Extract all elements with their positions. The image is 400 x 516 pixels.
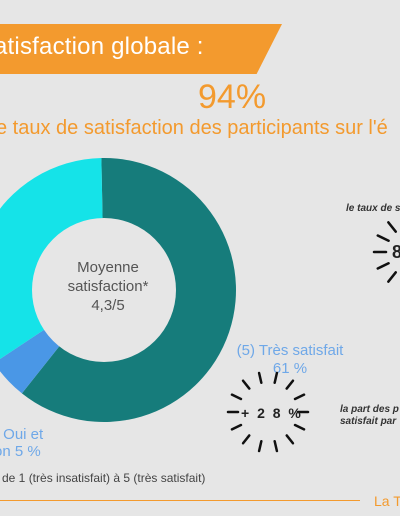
title-banner	[0, 24, 282, 74]
burst-bottom-ray	[241, 379, 251, 390]
burst-top-ray	[387, 271, 398, 283]
segment-label-oui-line-2: on 5 %	[0, 443, 41, 460]
burst-top-icon	[372, 221, 398, 283]
burst-bottom-ray	[257, 371, 263, 385]
burst-bottom-ray	[285, 434, 295, 445]
segment-label-oui-line-1: ) Oui et	[0, 426, 44, 443]
center-label-line-1: Moyenne	[77, 259, 139, 276]
headline-subtitle: e taux de satisfaction des participants …	[0, 117, 388, 139]
right-note-bottom-1: la part des p	[340, 404, 399, 415]
burst-top-ray	[387, 221, 398, 233]
right-note-bottom-2: satisfait par	[340, 416, 397, 427]
burst-bottom-ray	[230, 423, 243, 431]
center-label-line-3: 4,3/5	[91, 297, 125, 314]
burst-bottom-ray	[273, 371, 279, 385]
segment-label-tres-satisfait: (5) Très satisfait 61 %	[220, 342, 360, 378]
right-stat-bottom: + 2 8 %	[241, 405, 303, 421]
burst-bottom-ray	[241, 434, 251, 445]
footer-divider	[0, 500, 360, 501]
footer-text: La T	[374, 493, 400, 509]
burst-top-ray	[376, 262, 390, 270]
burst-bottom-ray	[285, 379, 295, 390]
headline-percent: 94%	[198, 78, 267, 116]
center-label-line-2: satisfaction*	[67, 278, 149, 295]
banner-title: atisfaction globale :	[0, 33, 204, 60]
burst-bottom-icon	[226, 371, 310, 453]
burst-top-ray	[376, 234, 390, 242]
burst-bottom-ray	[293, 423, 306, 431]
burst-bottom-ray	[273, 439, 279, 453]
donut-center-label: Moyenne satisfaction* 4,3/5	[38, 258, 178, 315]
burst-bottom-ray	[293, 393, 306, 401]
scale-footnote: de 1 (très insatisfait) à 5 (très satisf…	[2, 471, 206, 485]
burst-bottom-ray	[257, 439, 263, 453]
segment-label-oui: ) Oui et on 5 %	[0, 426, 43, 460]
donut-hole	[32, 218, 176, 362]
right-note-top: le taux de s	[346, 203, 400, 214]
segment-label-tres-satisfait-name: (5) Très satisfait	[236, 342, 344, 359]
right-stat-top: 8	[392, 242, 400, 262]
burst-bottom-ray	[230, 393, 243, 401]
segment-label-tres-satisfait-pct: 61 %	[272, 360, 308, 377]
